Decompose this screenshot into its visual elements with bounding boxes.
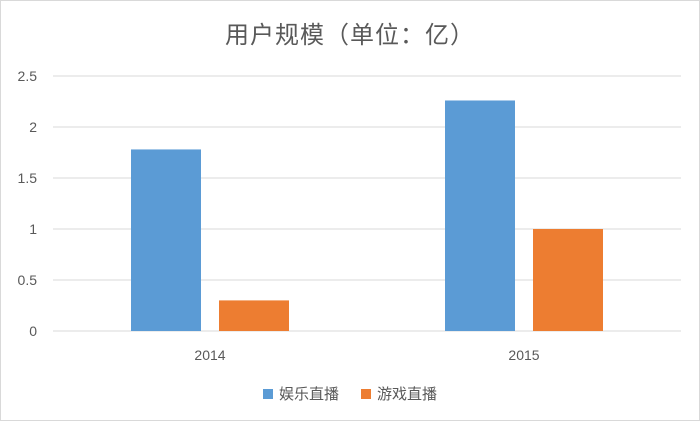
y-tick-label: 0.5 bbox=[18, 272, 38, 288]
legend-label-entertainment: 娱乐直播 bbox=[278, 385, 339, 403]
legend-swatch-entertainment bbox=[262, 388, 273, 399]
bar-gaming-2015 bbox=[533, 229, 603, 331]
y-tick-label: 1 bbox=[29, 221, 37, 237]
legend-item-entertainment: 娱乐直播 bbox=[262, 383, 339, 404]
x-tick-label: 2015 bbox=[508, 347, 539, 363]
legend: 娱乐直播 游戏直播 bbox=[1, 383, 699, 404]
bar-gaming-2014 bbox=[219, 300, 289, 331]
chart-title: 用户规模（单位：亿） bbox=[225, 21, 475, 49]
y-tick-label: 0 bbox=[29, 323, 37, 339]
y-tick-label: 2.5 bbox=[18, 68, 38, 84]
y-tick-label: 1.5 bbox=[18, 170, 38, 186]
bar-entertainment-2015 bbox=[445, 100, 515, 331]
y-tick-label: 2 bbox=[29, 119, 37, 135]
legend-swatch-gaming bbox=[361, 388, 371, 399]
legend-item-gaming: 游戏直播 bbox=[361, 383, 437, 404]
x-tick-label: 2014 bbox=[194, 347, 225, 363]
bar-entertainment-2014 bbox=[131, 149, 201, 331]
legend-label-gaming: 游戏直播 bbox=[377, 385, 438, 403]
